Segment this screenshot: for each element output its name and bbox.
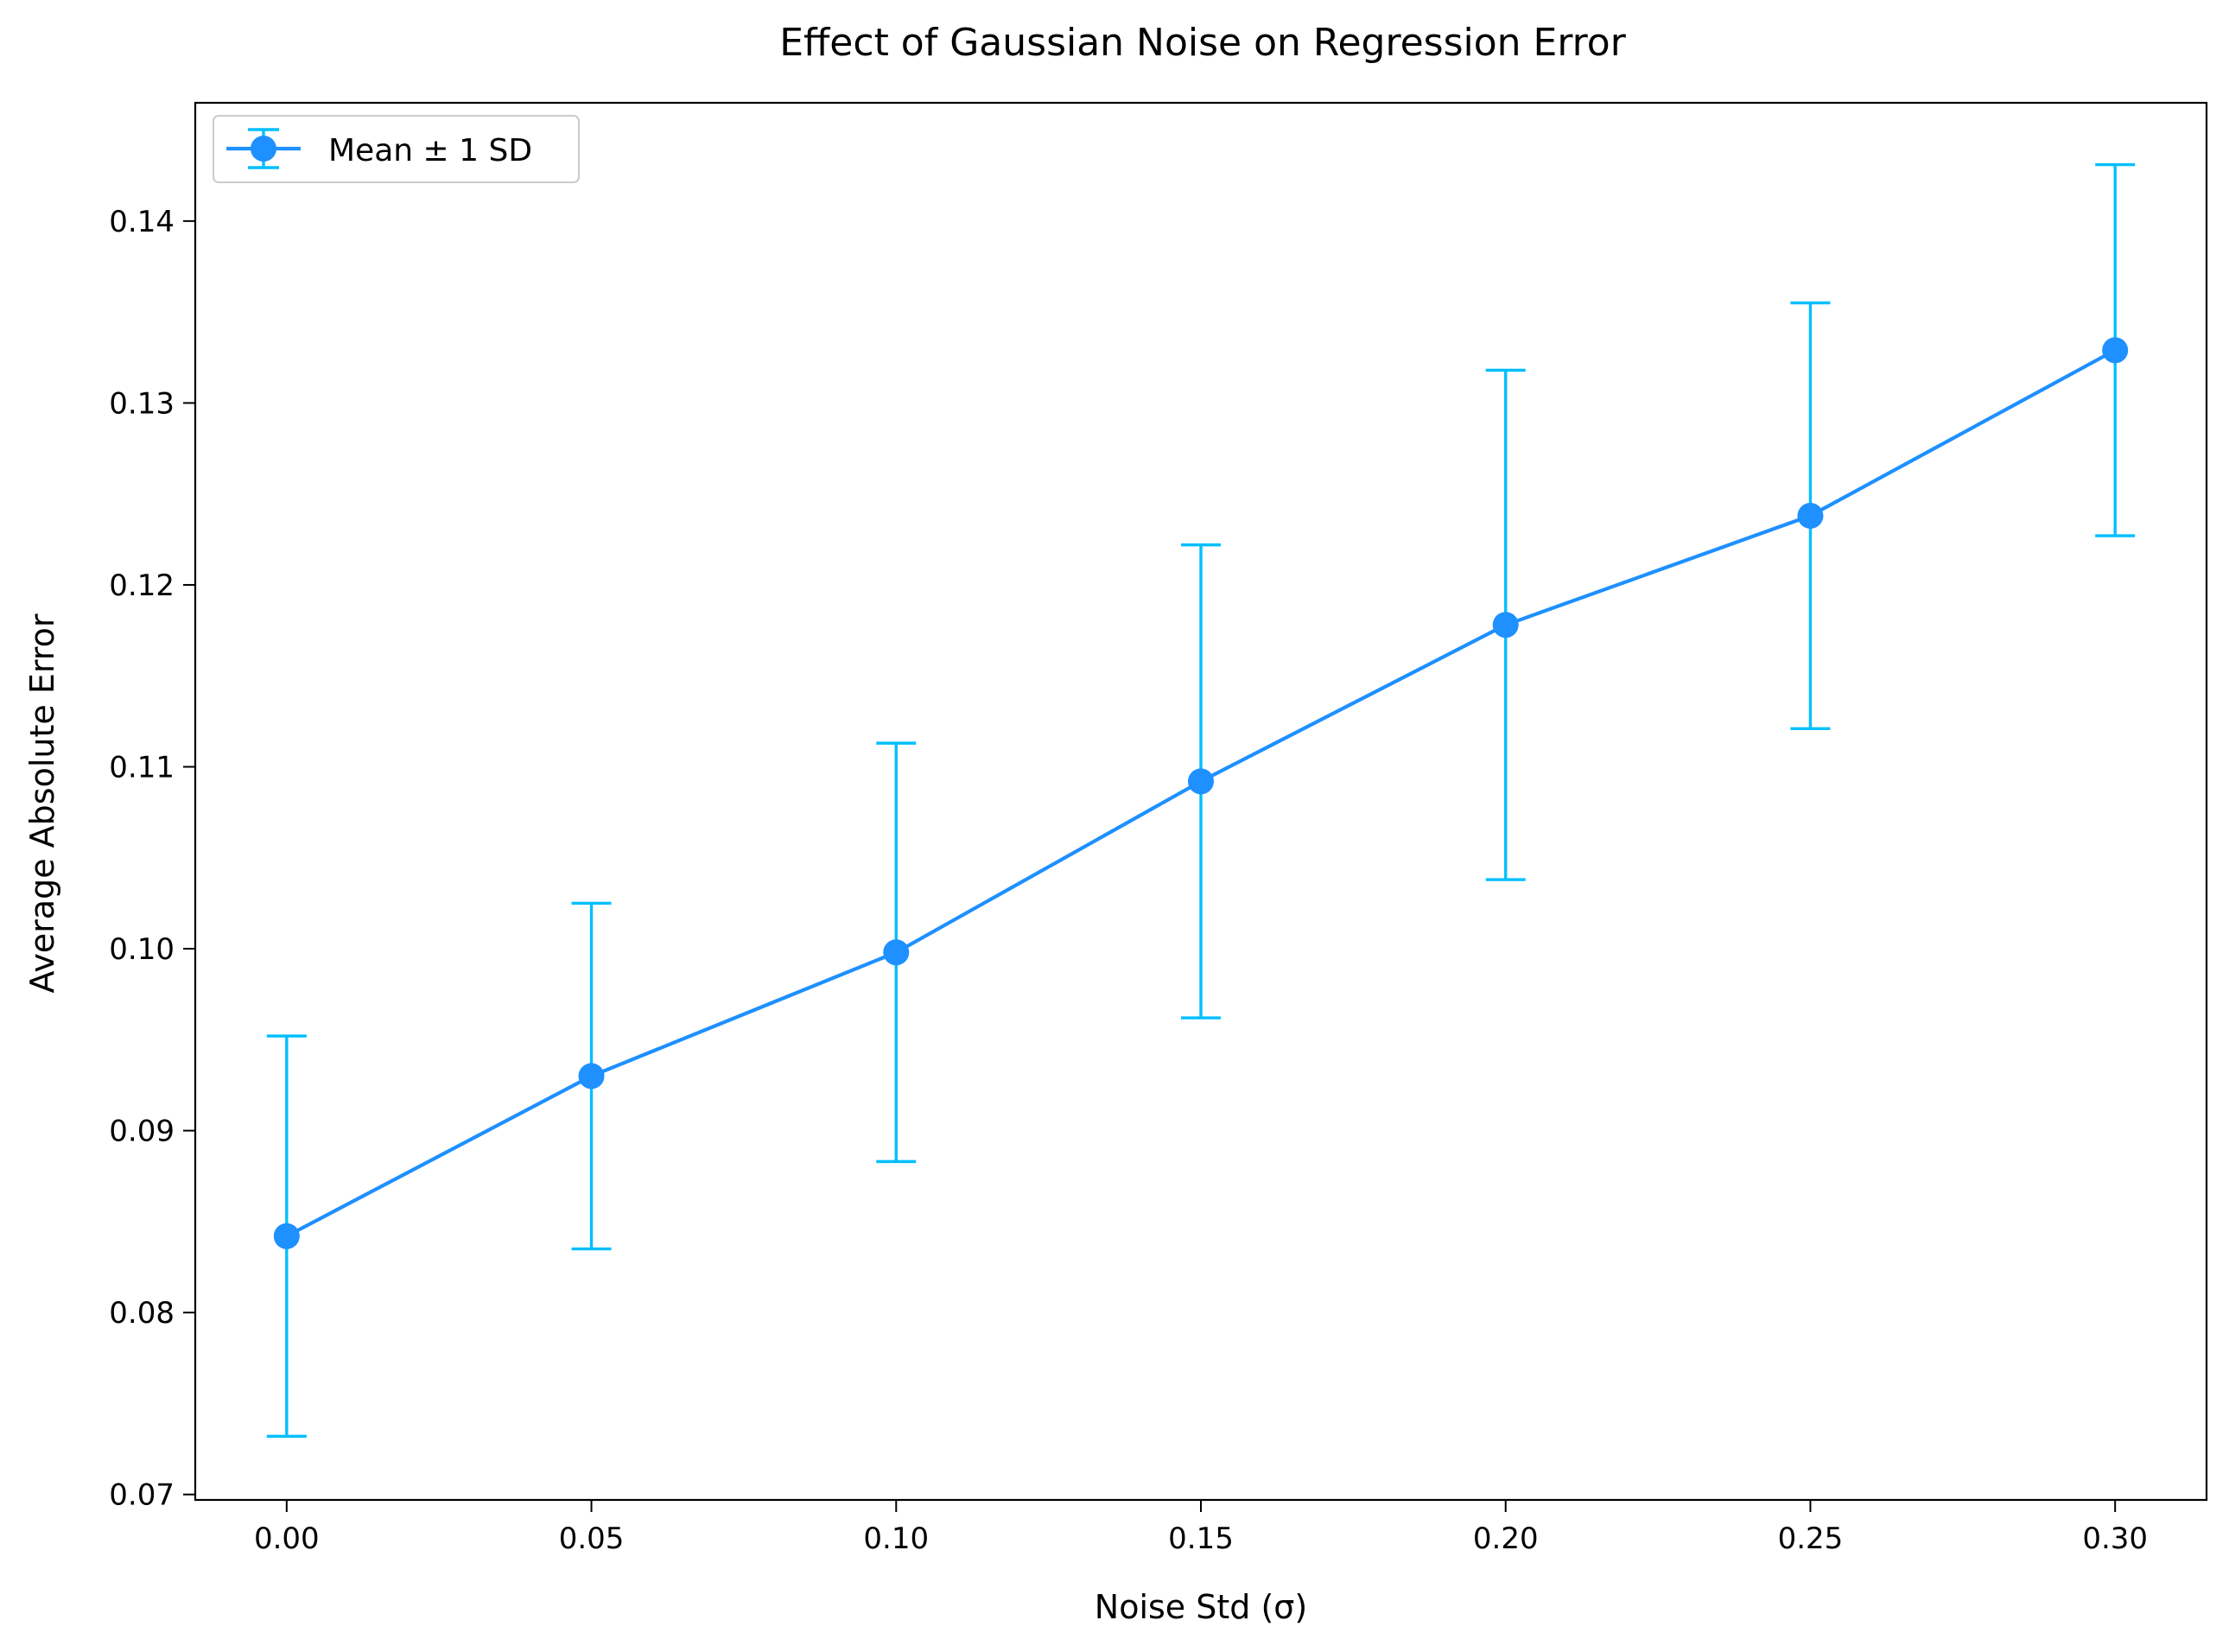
chart-title: Effect of Gaussian Noise on Regression E… xyxy=(779,21,1627,65)
y-tick-label-2: 0.09 xyxy=(109,1115,175,1149)
x-tick-label-0: 0.00 xyxy=(254,1522,320,1556)
y-tick-label-5: 0.12 xyxy=(109,569,175,603)
x-axis: 0.00 0.05 0.10 0.15 0.20 0.25 0.30 xyxy=(254,1500,2148,1556)
x-tick-label-2: 0.10 xyxy=(863,1522,929,1556)
x-tick-label-3: 0.15 xyxy=(1168,1522,1234,1556)
y-tick-label-7: 0.14 xyxy=(109,205,175,239)
x-tick-label-4: 0.20 xyxy=(1473,1522,1539,1556)
data-markers xyxy=(273,337,2129,1249)
y-tick-label-0: 0.07 xyxy=(109,1478,175,1513)
legend-marker xyxy=(251,136,276,162)
x-tick-label-1: 0.05 xyxy=(559,1522,625,1556)
legend-label-series-0: Mean ± 1 SD xyxy=(328,133,532,168)
legend: Mean ± 1 SD xyxy=(213,115,580,183)
data-point-0 xyxy=(273,1223,300,1249)
x-tick-label-5: 0.25 xyxy=(1778,1522,1844,1556)
data-point-5 xyxy=(1797,502,1824,529)
y-axis-label: Average Absolute Error xyxy=(23,613,61,993)
legend-symbol xyxy=(226,128,301,169)
x-tick-label-6: 0.30 xyxy=(2082,1522,2148,1556)
data-point-2 xyxy=(883,939,910,966)
legend-box xyxy=(213,115,580,183)
data-point-3 xyxy=(1188,768,1214,795)
y-tick-label-4: 0.11 xyxy=(109,750,175,785)
y-tick-label-3: 0.10 xyxy=(109,932,175,967)
data-point-1 xyxy=(578,1063,605,1090)
data-point-6 xyxy=(2102,337,2129,364)
data-point-4 xyxy=(1492,612,1519,639)
x-axis-label: Noise Std (σ) xyxy=(1095,1588,1307,1626)
y-axis: 0.07 0.08 0.09 0.10 0.11 0.12 0.13 0.14 xyxy=(109,205,195,1513)
y-tick-label-6: 0.13 xyxy=(109,386,175,421)
y-tick-label-1: 0.08 xyxy=(109,1296,175,1331)
